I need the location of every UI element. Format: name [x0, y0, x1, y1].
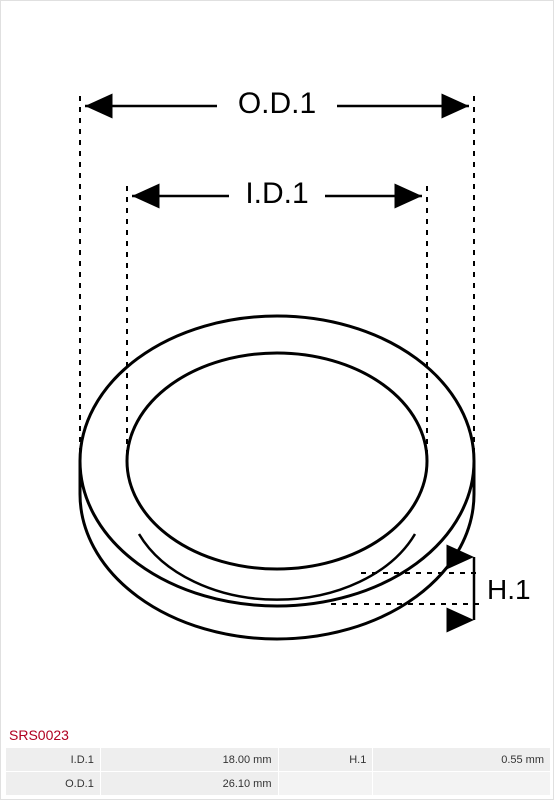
od1-extension-lines	[80, 96, 474, 461]
spec-value: 18.00 mm	[100, 748, 278, 772]
spec-table: I.D.1 18.00 mm H.1 0.55 mm O.D.1 26.10 m…	[5, 747, 551, 796]
part-number: SRS0023	[9, 727, 69, 743]
page: O.D.1 I.D.1 H.1 SRS0023	[0, 0, 554, 800]
spec-label: O.D.1	[6, 772, 101, 796]
ring-shape	[80, 316, 474, 639]
spec-label: H.1	[278, 748, 373, 772]
diagram-svg: O.D.1 I.D.1 H.1	[1, 1, 554, 721]
od1-label: O.D.1	[238, 87, 316, 120]
spec-label: I.D.1	[6, 748, 101, 772]
id1-extension-lines	[127, 186, 427, 457]
ring-dimension-diagram: O.D.1 I.D.1 H.1	[1, 1, 554, 721]
h1-extension-lines	[331, 573, 479, 604]
table-row: I.D.1 18.00 mm H.1 0.55 mm	[6, 748, 551, 772]
table-row: O.D.1 26.10 mm	[6, 772, 551, 796]
id1-label: I.D.1	[245, 177, 308, 210]
spec-value-empty	[373, 772, 551, 796]
spec-label-empty	[278, 772, 373, 796]
spec-value: 0.55 mm	[373, 748, 551, 772]
h1-label: H.1	[487, 574, 531, 605]
spec-value: 26.10 mm	[100, 772, 278, 796]
